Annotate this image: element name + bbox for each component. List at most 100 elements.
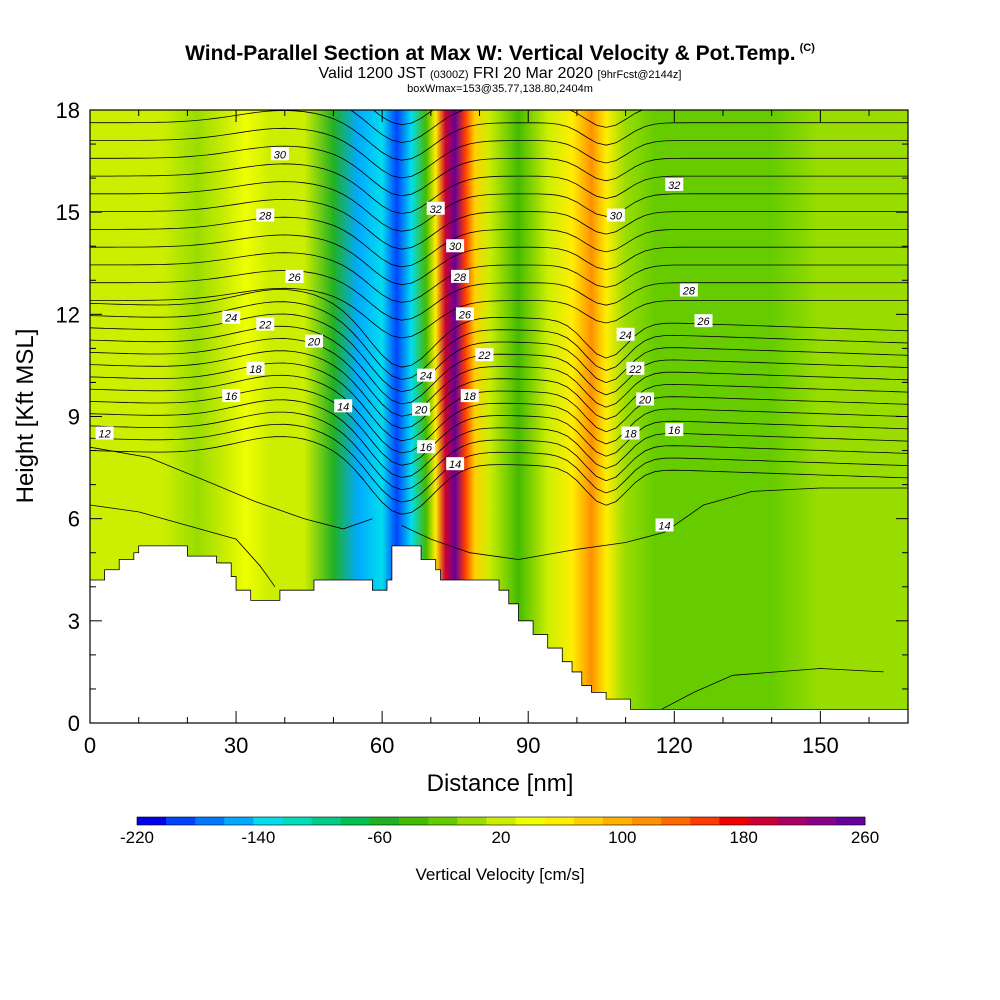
contour-label-box (95, 426, 114, 440)
contour-label-text: 24 (224, 313, 237, 325)
colorbar-swatch (340, 817, 371, 825)
valid-forecast: [9hrFcst@2144z] (597, 69, 682, 81)
contour-label-text: 18 (464, 391, 477, 403)
theta-contour-label: 14 (334, 399, 353, 413)
contour-label-box (446, 239, 465, 253)
theta-contour-line (90, 216, 908, 268)
contour-label-text: 30 (274, 149, 287, 161)
theta-contour-label: 16 (665, 423, 684, 437)
theta-contour-label: 14 (655, 518, 674, 532)
colorbar-swatch (719, 817, 749, 825)
contour-label-text: 16 (225, 391, 238, 403)
colorbar-tick-label: 260 (851, 828, 879, 847)
axes: 0 30 60 90 120 150 0 3 6 9 12 15 18 (56, 98, 908, 758)
colorbar-swatch (195, 817, 225, 825)
contour-label-box (451, 269, 470, 283)
theta-contour-line (90, 163, 908, 215)
theta-contour-line (90, 411, 908, 491)
colorbar-frame (136, 816, 866, 826)
theta-contours (90, 110, 908, 714)
theta-contour-label: 24 (416, 368, 435, 383)
contour-label-box (636, 392, 655, 406)
theta-contour-line (90, 446, 373, 530)
theta-contour-line (90, 436, 908, 515)
contour-label-text: 28 (453, 272, 467, 284)
y-tick-label: 0 (68, 711, 80, 736)
theta-contour-label: 18 (246, 361, 265, 376)
colorbar-swatch (137, 817, 167, 825)
contour-label-text: 32 (668, 180, 680, 192)
contour-label-text: 32 (430, 204, 442, 216)
theta-contour-label: 28 (679, 283, 698, 297)
colorbar-swatch (486, 817, 516, 825)
y-tick-label: 12 (56, 302, 80, 327)
contour-label-box (334, 399, 353, 413)
theta-contour-line (90, 374, 908, 454)
theta-contour-label: 32 (665, 177, 684, 192)
theta-contour-line (90, 287, 908, 339)
contour-label-text: 22 (477, 350, 490, 362)
theta-contour-line (90, 504, 276, 588)
theta-contour-line (90, 181, 908, 232)
terrain (89, 545, 909, 724)
colorbar-swatch (515, 817, 546, 825)
theta-contour-label: 24 (616, 327, 635, 342)
contour-label-box (665, 177, 684, 191)
contour-label-text: 16 (668, 425, 681, 437)
contour-label-text: 16 (420, 442, 433, 454)
theta-contour-line (90, 127, 908, 179)
colorbar-tick-label: -220 (120, 828, 154, 847)
contour-label-text: 26 (696, 316, 710, 328)
contour-label-box (475, 348, 494, 362)
contour-label-box (222, 389, 241, 403)
theta-contour-label: 22 (256, 317, 275, 332)
contour-label-text: 26 (287, 272, 301, 284)
contour-label-box (256, 317, 275, 331)
contour-label-box (256, 208, 275, 222)
contour-label-text: 18 (249, 364, 262, 376)
colorbar-tick-label: -140 (241, 828, 275, 847)
theta-contour-label: 30 (606, 208, 625, 223)
colorbar-swatch (544, 817, 575, 825)
valid-utc: (0300Z) (430, 69, 469, 81)
contour-label-box (304, 334, 323, 348)
contour-label-box (616, 327, 635, 341)
terrain-profile (89, 545, 909, 724)
x-axis-title: Distance [nm] (427, 770, 574, 797)
theta-contour-line (90, 110, 908, 161)
x-tick-label: 90 (516, 733, 540, 758)
x-tick-label: 30 (224, 733, 248, 758)
colorbar-tick-label: 180 (729, 828, 757, 847)
contour-label-text: 22 (258, 320, 271, 332)
theta-contour-label: 20 (636, 392, 655, 406)
colorbar-swatch (282, 817, 313, 825)
theta-contour-label: 14 (446, 457, 465, 471)
colorbar-tick-label: 20 (492, 828, 511, 847)
valid-date: FRI 20 Mar 2020 (473, 65, 594, 82)
colorbar-swatch (253, 817, 283, 825)
colorbar-swatch (224, 817, 254, 825)
theta-contour-line (90, 423, 908, 503)
theta-contour-label: 32 (426, 201, 445, 216)
contour-label-box (679, 283, 698, 297)
contour-label-box (665, 423, 684, 437)
contour-labels: 12 14 14 14 16 16 16 18 18 18 20 20 20 22 22 22 24 24 24 26… (95, 147, 713, 532)
theta-contour-label: 20 (412, 402, 431, 417)
colorbar-swatch (311, 817, 342, 825)
theta-contour-label: 28 (256, 208, 275, 223)
colorbar-swatch (806, 817, 837, 825)
title-mark: (C) (799, 42, 815, 54)
valid-prefix: Valid 1200 JST (318, 65, 426, 82)
colorbar-tick-label: -60 (367, 828, 392, 847)
y-tick-label: 15 (56, 200, 80, 225)
y-axis-title: Height [Kft MSL] (12, 329, 39, 504)
contour-label-text: 24 (419, 371, 432, 383)
colorbar-swatch (632, 817, 662, 825)
theta-contour-label: 30 (270, 147, 289, 161)
theta-contour-line (90, 252, 908, 303)
colorbar-tick-label: 100 (608, 828, 636, 847)
colorbar-swatch (661, 817, 691, 825)
chart-title-line: Wind-Parallel Section at Max W: Vertical… (0, 36, 1000, 66)
x-tick-label: 0 (84, 733, 96, 758)
theta-contour-line (654, 668, 884, 714)
